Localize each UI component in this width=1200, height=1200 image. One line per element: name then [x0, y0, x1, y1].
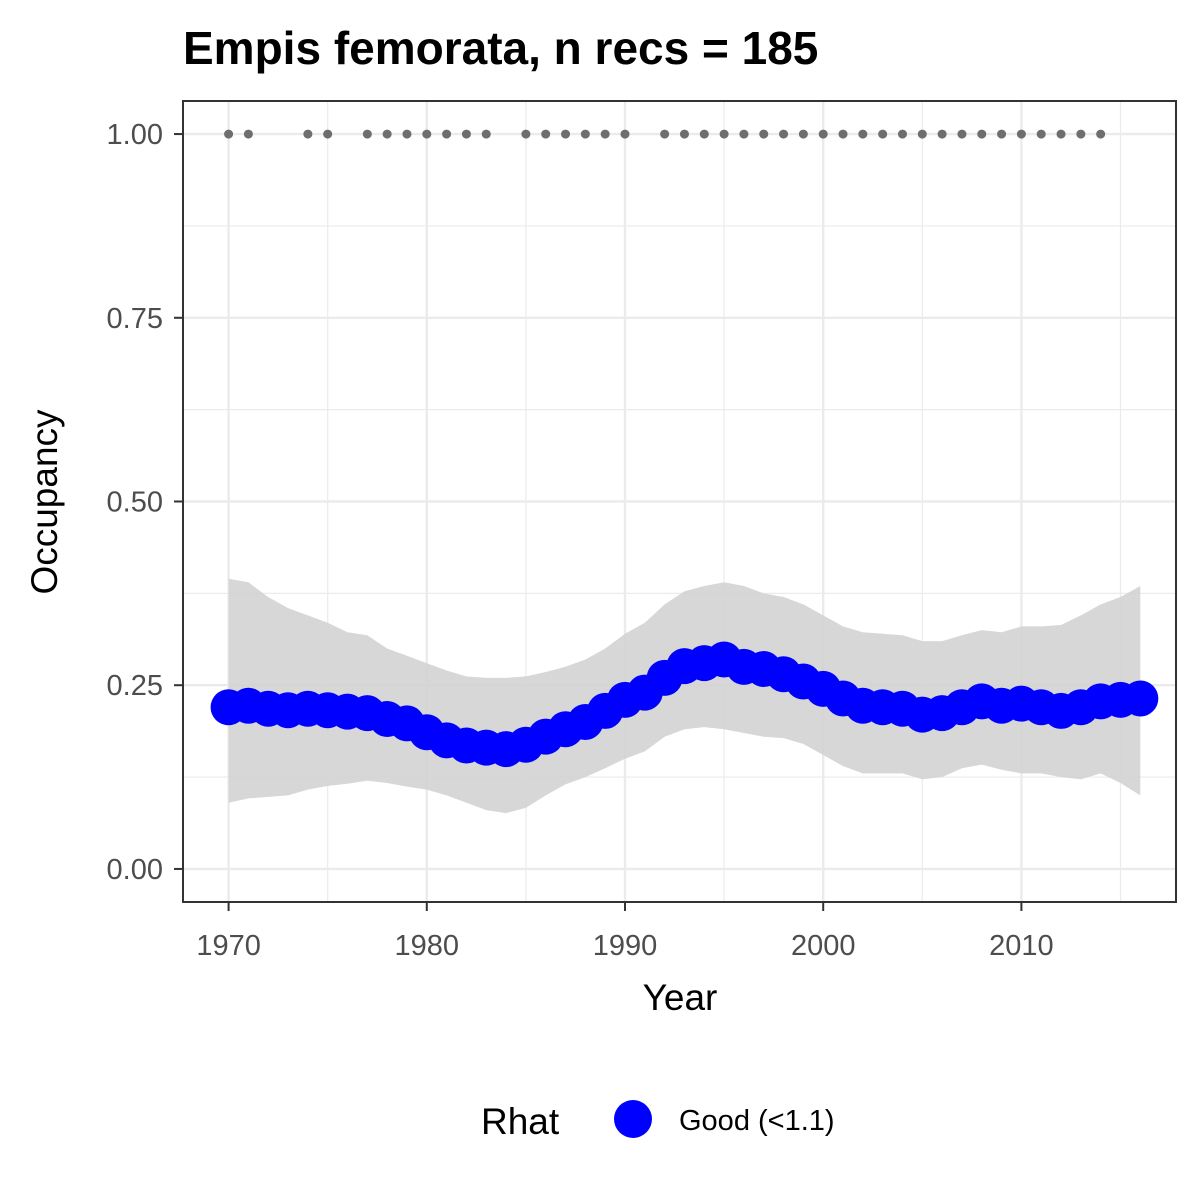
y-tick-label: 0.00 — [107, 854, 163, 886]
record-marker — [422, 129, 432, 139]
record-marker — [719, 129, 729, 139]
record-marker — [243, 129, 253, 139]
y-tick-label: 1.00 — [107, 119, 163, 151]
legend-label: Good (<1.1) — [679, 1105, 835, 1137]
chart-title: Empis femorata, n recs = 185 — [183, 22, 818, 74]
record-marker — [838, 129, 848, 139]
record-marker — [957, 129, 967, 139]
record-marker — [897, 129, 907, 139]
record-marker — [303, 129, 313, 139]
record-marker — [521, 129, 531, 139]
record-marker — [660, 129, 670, 139]
record-marker — [779, 129, 789, 139]
record-marker — [798, 129, 808, 139]
record-marker — [739, 129, 749, 139]
y-tick-label: 0.25 — [107, 670, 163, 702]
record-marker — [878, 129, 888, 139]
record-marker — [1096, 129, 1106, 139]
x-tick-label: 2010 — [989, 930, 1054, 962]
record-marker — [1056, 129, 1066, 139]
record-marker — [858, 129, 868, 139]
record-marker — [1016, 129, 1026, 139]
x-tick-label: 2000 — [791, 930, 856, 962]
y-tick-label: 0.75 — [107, 303, 163, 335]
record-marker — [1036, 129, 1046, 139]
record-marker — [561, 129, 571, 139]
record-marker — [224, 129, 234, 139]
record-marker — [580, 129, 590, 139]
record-marker — [620, 129, 630, 139]
record-marker — [679, 129, 689, 139]
y-axis-title: Occupancy — [24, 409, 65, 595]
occupancy-point — [1122, 680, 1159, 717]
record-marker — [759, 129, 769, 139]
record-marker — [481, 129, 491, 139]
record-marker — [541, 129, 551, 139]
record-marker — [600, 129, 610, 139]
legend-key-circle — [614, 1100, 652, 1138]
record-marker — [402, 129, 412, 139]
x-tick-label: 1980 — [395, 930, 460, 962]
y-tick-label: 0.50 — [107, 487, 163, 519]
record-marker — [818, 129, 828, 139]
record-year-markers — [224, 129, 1106, 139]
record-marker — [997, 129, 1007, 139]
record-marker — [442, 129, 452, 139]
record-marker — [699, 129, 709, 139]
legend-title: Rhat — [481, 1101, 560, 1142]
legend: Rhat Good (<1.1) — [481, 1100, 835, 1142]
record-marker — [362, 129, 372, 139]
axes: 1970 1980 1990 2000 2010 0.00 0.25 0.50 0.75 1.00 — [107, 119, 1054, 962]
x-tick-label: 1970 — [196, 930, 261, 962]
occupancy-points — [210, 641, 1159, 768]
record-marker — [1076, 129, 1086, 139]
x-axis-title: Year — [643, 977, 718, 1018]
record-marker — [937, 129, 947, 139]
record-marker — [977, 129, 987, 139]
record-marker — [382, 129, 392, 139]
record-marker — [461, 129, 471, 139]
x-tick-label: 1990 — [593, 930, 658, 962]
record-marker — [323, 129, 333, 139]
record-marker — [917, 129, 927, 139]
